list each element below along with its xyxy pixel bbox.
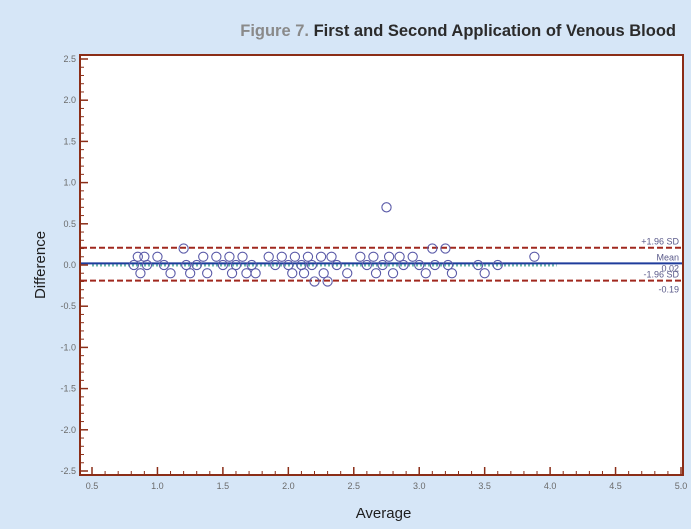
data-point: [250, 268, 261, 279]
data-point: [237, 251, 248, 262]
data-point: [226, 268, 238, 279]
data-point: [529, 251, 540, 262]
data-point: [181, 259, 192, 271]
x-axis-label: Average: [356, 505, 412, 522]
data-point: [132, 251, 143, 262]
data-point: [287, 268, 298, 279]
data-point: [429, 259, 441, 271]
data-point: [191, 259, 202, 271]
data-point: [440, 243, 451, 254]
data-point: [420, 268, 431, 279]
figure-title: Figure 7. First and Second Application o…: [0, 22, 676, 41]
y-tick-label: -1.5: [60, 384, 76, 394]
y-tick-label: -2.5: [60, 466, 76, 476]
mean-value-label: 0.02: [661, 263, 679, 273]
data-point: [128, 259, 140, 271]
y-tick-label: 0.0: [63, 260, 76, 270]
data-point: [230, 259, 242, 271]
y-tick-label: 2.0: [63, 95, 76, 105]
data-point: [202, 268, 213, 279]
data-point: [246, 259, 257, 271]
mean-label: Mean: [656, 252, 679, 262]
data-point: [198, 251, 209, 262]
x-tick-label: 2.0: [282, 481, 295, 491]
x-tick-label: 5.0: [675, 481, 688, 491]
figure-title-text: First and Second Application of Venous B…: [313, 22, 676, 40]
data-point: [479, 268, 490, 279]
data-point: [283, 259, 294, 271]
x-tick-label: 1.5: [217, 481, 230, 491]
data-point: [322, 276, 333, 287]
y-tick-label: -2.0: [60, 425, 76, 435]
data-point: [152, 251, 163, 262]
y-tick-label: 1.0: [63, 178, 76, 188]
data-point: [361, 259, 373, 271]
y-tick-label: 1.5: [63, 136, 76, 146]
data-point: [414, 259, 425, 271]
data-point: [217, 259, 229, 271]
y-tick-label: -1.0: [60, 342, 76, 352]
data-point: [331, 259, 342, 271]
x-tick-label: 4.0: [544, 481, 557, 491]
data-point: [302, 251, 314, 262]
data-point: [381, 202, 392, 213]
data-point: [298, 268, 310, 279]
data-point: [377, 259, 388, 271]
x-tick-label: 1.0: [151, 481, 164, 491]
y-tick-label: 2.5: [63, 54, 76, 64]
upper-sd-label: +1.96 SD: [641, 237, 679, 247]
data-point: [158, 259, 170, 271]
data-point: [368, 251, 379, 262]
data-point: [342, 268, 353, 279]
data-point: [224, 251, 235, 262]
data-point: [407, 251, 418, 262]
data-point: [185, 268, 196, 279]
x-tick-label: 0.5: [86, 481, 99, 491]
data-point: [326, 251, 337, 262]
x-tick-label: 3.0: [413, 481, 426, 491]
data-point: [492, 259, 503, 271]
data-point: [427, 243, 438, 254]
lower-sd-value-label: -0.19: [658, 285, 679, 295]
x-tick-label: 4.5: [609, 481, 622, 491]
y-axis-label: Difference: [32, 231, 49, 299]
data-point: [141, 259, 153, 271]
data-point: [355, 251, 366, 262]
data-point: [276, 251, 287, 262]
data-point: [370, 268, 382, 279]
data-point: [318, 268, 329, 279]
data-point: [289, 251, 301, 262]
data-point: [446, 268, 458, 279]
data-point: [211, 251, 222, 262]
data-point: [394, 251, 405, 262]
data-point: [135, 268, 146, 279]
x-tick-label: 3.5: [478, 481, 491, 491]
data-point: [383, 251, 395, 262]
x-tick-label: 2.5: [348, 481, 361, 491]
y-tick-label: 0.5: [63, 219, 76, 229]
figure-number: Figure 7.: [240, 22, 309, 40]
data-point: [270, 259, 281, 271]
data-point: [387, 268, 399, 279]
data-point: [306, 259, 318, 271]
data-point: [315, 251, 327, 262]
data-point: [263, 251, 274, 262]
data-point: [398, 259, 409, 271]
data-point: [442, 259, 454, 271]
y-tick-label: -0.5: [60, 301, 76, 311]
data-point: [178, 243, 189, 254]
data-point: [472, 259, 484, 271]
data-point: [309, 276, 320, 287]
data-point: [165, 268, 176, 279]
lower-sd-label: -1.96 SD: [643, 270, 679, 280]
